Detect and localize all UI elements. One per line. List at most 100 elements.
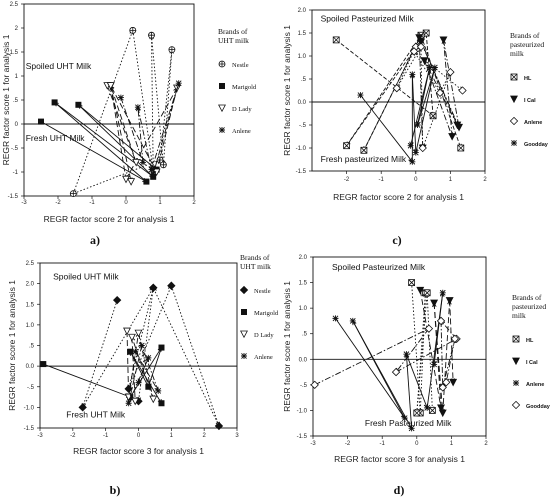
series-segment [442, 338, 456, 388]
x-axis-title: REGR factor score 3 for analysis 1 [334, 454, 465, 464]
series-segment [433, 302, 444, 414]
data-point [149, 395, 158, 404]
data-point [168, 46, 176, 53]
series-segment [137, 107, 144, 163]
panel-label: b) [110, 483, 121, 497]
legend-entry: Goodday [511, 140, 549, 148]
series-segment [162, 49, 173, 165]
y-tick-label: 2.0 [299, 255, 308, 261]
data-point [437, 404, 445, 413]
series-goodday [357, 64, 438, 165]
x-tick-label: 0 [414, 177, 418, 183]
data-point [436, 316, 446, 326]
data-point [413, 409, 421, 417]
series-segment [443, 39, 453, 137]
series-segment [314, 328, 430, 386]
y-tick-label: 2.5 [26, 261, 35, 267]
legend-title: pasteurized [512, 302, 546, 311]
series-segment [395, 338, 457, 373]
x-tick-label: 1 [158, 200, 162, 206]
series-segment [128, 345, 143, 404]
y-axis-title: REGR factor score 1 for analysis 1 [1, 34, 11, 165]
data-point [143, 178, 150, 185]
data-point [148, 31, 155, 39]
data-point [122, 175, 130, 184]
series-segment [352, 320, 413, 429]
legend-label: I Cal [526, 360, 538, 366]
annotation-label: Spoiled Pasteurized Milk [332, 262, 426, 272]
legend-entry: Anlene [241, 353, 273, 361]
legend-entry: HL [510, 73, 532, 82]
series-segment [159, 49, 173, 161]
panel-label: c) [392, 233, 401, 247]
data-point [149, 283, 158, 292]
series-segment [43, 363, 131, 398]
data-point [175, 80, 182, 87]
y-tick-label: .5 [29, 344, 35, 350]
data-point [138, 342, 145, 349]
series-hl [408, 279, 436, 417]
series-segment [134, 351, 159, 392]
chart-panel-1: -3 -2 -1 0 1 2 -1.5 -1 -.5 0 .5 1 1.5 2 2.5 REGR factor… [1, 2, 257, 247]
data-point [158, 400, 165, 407]
y-axis-title: REGR factor score 1 for analysis 1 [282, 25, 292, 156]
data-point [127, 178, 136, 186]
annotation-label: Spoiled UHT Milk [26, 61, 92, 71]
data-point [408, 279, 416, 286]
data-point [117, 94, 124, 101]
data-point [155, 387, 162, 394]
data-point [442, 378, 451, 387]
series-d-lady [103, 82, 181, 186]
y-tick-label: -1.0 [24, 405, 35, 411]
y-tick-label: 2.0 [298, 8, 307, 14]
series-segment [419, 290, 442, 408]
data-point [112, 295, 122, 305]
plot-frame [312, 256, 487, 437]
data-point [449, 378, 458, 387]
y-tick-label: -1.0 [296, 146, 307, 152]
series-segment [419, 292, 426, 414]
legend-entry: Goodday [511, 400, 550, 410]
series-segment [151, 83, 180, 170]
series-segment [132, 30, 154, 170]
legend-entry: Anlene [513, 380, 544, 388]
legend-title: milk [510, 49, 524, 58]
data-point [416, 42, 426, 51]
data-point [403, 351, 410, 358]
y-tick-label: 1.0 [26, 323, 35, 329]
series-segment [415, 67, 436, 153]
x-tick-label: 3 [235, 433, 239, 439]
y-tick-label: 1.0 [298, 54, 307, 60]
series-segment [73, 159, 161, 195]
series-segment [138, 357, 149, 383]
x-tick-label: -2 [55, 200, 61, 206]
y-tick-label: 1.5 [26, 302, 35, 308]
legend-label: I Cal [524, 98, 536, 104]
data-point [132, 159, 141, 167]
series-nestle [78, 281, 224, 431]
series-segment [418, 37, 424, 149]
series-segment [420, 35, 462, 149]
y-tick-label: 1.5 [298, 31, 307, 37]
x-tick-label: -2 [345, 441, 351, 447]
data-point [349, 317, 356, 324]
legend-label: Goodday [524, 142, 549, 148]
legend-label: D Lady [232, 106, 252, 113]
x-tick-label: -3 [310, 441, 316, 447]
data-point [357, 92, 364, 99]
legend-entry: Nestle [239, 285, 271, 295]
chart-panel-2: -2 -1 0 1 2 -1.5 -1.0 -.5 0.0 .5 1.0 1.5 2.0 REGR fac… [282, 8, 549, 247]
data-point [409, 158, 416, 165]
legend-label: Anlene [254, 354, 273, 361]
y-tick-label: -1.5 [297, 434, 308, 440]
series-segment [152, 287, 220, 427]
series-segment [335, 39, 434, 117]
x-tick-label: 2 [202, 433, 206, 439]
data-point [75, 101, 82, 108]
data-point [131, 397, 140, 406]
annotation-label: Spoiled Pasteurized Milk [321, 14, 415, 24]
data-point [448, 133, 457, 141]
legend-label: Nestle [254, 288, 271, 295]
annotation-label: Spoiled UHT Milk [53, 272, 119, 282]
